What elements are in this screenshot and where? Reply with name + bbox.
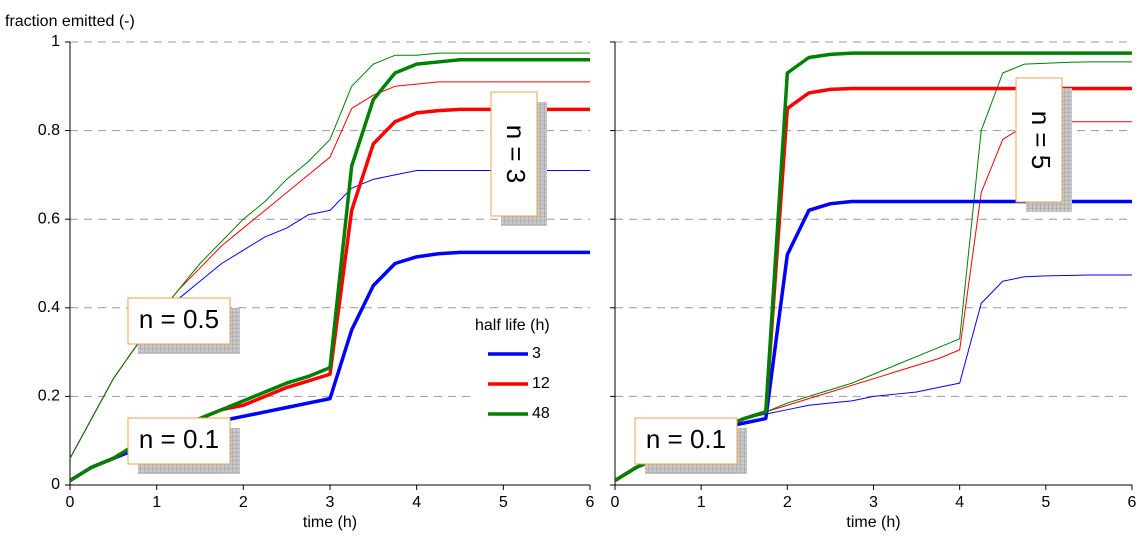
- annotation: n = 5: [1026, 111, 1056, 170]
- x-tick-label: 5: [499, 494, 508, 511]
- x-tick-label: 1: [697, 494, 706, 511]
- x-tick-label: 3: [326, 494, 335, 511]
- y-tick-label: 0.2: [38, 388, 60, 405]
- x-tick-label: 2: [783, 494, 792, 511]
- annotation: n = 0.1: [139, 424, 219, 454]
- y-tick-label: 0.4: [38, 299, 60, 316]
- x-tick-label: 0: [66, 494, 75, 511]
- x-tick-label: 1: [152, 494, 161, 511]
- y-tick-label: 0: [51, 476, 60, 493]
- y-tick-label: 1: [51, 33, 60, 50]
- x-axis-label: time (h): [303, 514, 357, 531]
- legend-title: half life (h): [475, 317, 550, 334]
- x-tick-label: 2: [239, 494, 248, 511]
- x-tick-label: 5: [1041, 494, 1050, 511]
- legend-label: 12: [532, 375, 550, 392]
- annotation-box: [127, 417, 231, 465]
- x-axis-label: time (h): [846, 514, 900, 531]
- x-tick-label: 4: [412, 494, 421, 511]
- y-tick-label: 0.8: [38, 122, 60, 139]
- annotation-box: [127, 297, 231, 345]
- annotation-box: [490, 91, 538, 217]
- y-tick-label: 0.6: [38, 210, 60, 227]
- x-tick-label: 0: [611, 494, 620, 511]
- annotation: n = 0.5: [139, 304, 219, 334]
- y-axis-label: fraction emitted (-): [5, 13, 135, 30]
- x-tick-label: 6: [586, 494, 595, 511]
- legend-box: [470, 312, 600, 442]
- x-tick-label: 6: [1128, 494, 1137, 511]
- legend-label: 3: [532, 345, 541, 362]
- annotation: n = 0.1: [646, 424, 726, 454]
- annotation-box: [1015, 77, 1063, 203]
- annotation: n = 3: [501, 125, 531, 184]
- x-tick-label: 4: [955, 494, 964, 511]
- x-tick-label: 3: [869, 494, 878, 511]
- annotation-box: [634, 417, 738, 465]
- legend-label: 48: [532, 405, 550, 422]
